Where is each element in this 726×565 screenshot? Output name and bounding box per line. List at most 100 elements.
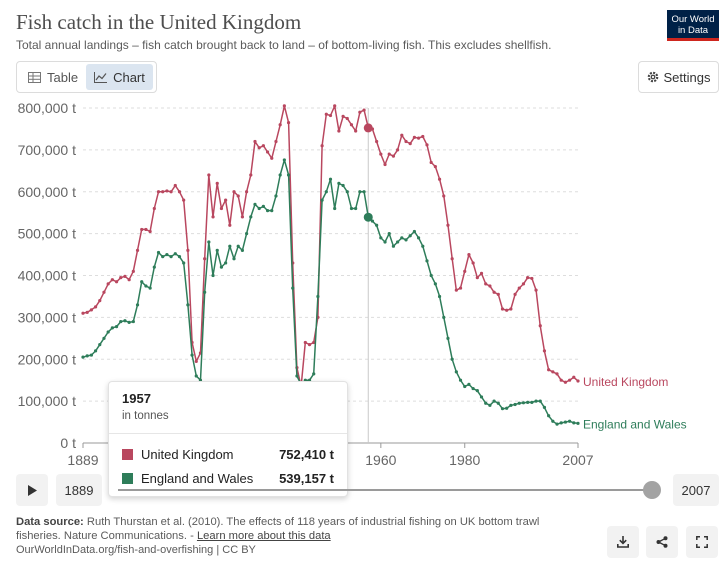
data-point [375, 223, 379, 227]
end-label-england-and-wales: England and Wales [583, 417, 687, 431]
data-point [358, 190, 362, 194]
data-point [521, 282, 526, 286]
data-point [333, 206, 337, 211]
line-chart-icon [94, 71, 108, 83]
data-point [81, 355, 85, 359]
data-point [165, 252, 169, 257]
data-point [375, 139, 379, 144]
data-point [219, 265, 224, 269]
y-tick-label: 0 t [60, 435, 76, 451]
data-point [387, 152, 391, 156]
play-button[interactable] [16, 474, 48, 506]
data-point [467, 382, 471, 386]
data-point [211, 215, 215, 219]
data-point [354, 129, 358, 133]
data-point [416, 236, 421, 240]
data-point [324, 190, 328, 194]
table-icon [28, 71, 41, 83]
data-point [240, 248, 245, 252]
data-point [140, 280, 144, 284]
data-point [123, 274, 127, 278]
data-point [433, 165, 437, 169]
data-point [106, 282, 110, 286]
series-lines [81, 104, 580, 426]
owid-logo[interactable]: Our World in Data [667, 10, 719, 41]
data-point [576, 379, 580, 383]
data-point [144, 284, 148, 288]
source-text: Ruth Thurstan et al. (2010). The effects… [16, 516, 540, 542]
data-point [370, 219, 375, 223]
data-point [291, 286, 295, 290]
chart-url[interactable]: OurWorldInData.org/fish-and-overfishing … [16, 544, 256, 556]
data-point [127, 278, 131, 282]
tooltip-row-uk: United Kingdom 752,410 t [122, 445, 334, 463]
settings-button[interactable]: Settings [638, 61, 719, 93]
chart-subtitle: Total annual landings – fish catch broug… [16, 38, 552, 52]
data-point [186, 303, 190, 307]
data-point [454, 288, 458, 292]
tab-table[interactable]: Table [20, 64, 86, 90]
share-button[interactable] [646, 526, 678, 558]
data-point [161, 255, 165, 259]
data-point [224, 261, 228, 265]
data-point [245, 232, 249, 236]
data-point [404, 238, 408, 242]
timeline-handle[interactable] [643, 481, 661, 499]
data-point [207, 173, 211, 177]
data-point [119, 275, 123, 280]
fullscreen-button[interactable] [686, 526, 718, 558]
end-label-united-kingdom: United Kingdom [583, 375, 668, 389]
data-point [131, 319, 135, 324]
tooltip: 1957 in tonnes United Kingdom 752,410 t … [108, 381, 348, 497]
data-point [396, 148, 400, 152]
data-point [215, 248, 219, 252]
data-point [538, 324, 542, 328]
data-point [148, 229, 152, 234]
data-point [408, 141, 412, 146]
end-labels: United Kingdom England and Wales [583, 375, 687, 431]
data-point [383, 240, 387, 244]
data-point [245, 190, 249, 194]
data-point [165, 189, 169, 193]
data-point [114, 280, 119, 284]
data-point [551, 370, 555, 374]
tab-chart[interactable]: Chart [86, 64, 153, 90]
learn-more-link[interactable]: Learn more about this data [196, 530, 331, 542]
timeline-track[interactable] [118, 489, 652, 491]
data-point [257, 206, 261, 211]
data-point [400, 236, 404, 240]
data-point [458, 378, 463, 382]
data-point [265, 208, 270, 213]
data-point [274, 139, 278, 144]
data-point [316, 294, 320, 299]
tooltip-value-uk: 752,410 t [279, 446, 334, 462]
data-point [563, 380, 568, 384]
data-point [458, 286, 463, 290]
data-point [530, 276, 534, 281]
data-point [572, 421, 576, 425]
timeline-start-year[interactable]: 1889 [56, 474, 102, 506]
data-point [442, 315, 446, 319]
timeline-end-year[interactable]: 2007 [673, 474, 719, 506]
data-point [123, 319, 127, 323]
data-point [98, 299, 102, 303]
data-point [500, 407, 505, 411]
data-point [177, 255, 182, 259]
data-point [425, 259, 429, 263]
data-point [152, 265, 156, 269]
data-point [492, 399, 496, 403]
data-point [131, 269, 135, 273]
data-point [119, 319, 123, 324]
data-point [270, 208, 274, 213]
data-point [496, 401, 500, 405]
data-point [416, 136, 421, 140]
data-point [253, 202, 257, 206]
data-point [555, 372, 559, 376]
data-point [186, 248, 190, 252]
data-point [568, 419, 572, 423]
download-button[interactable] [607, 526, 639, 558]
data-point [93, 305, 98, 309]
data-point [85, 354, 89, 358]
data-point [547, 414, 551, 418]
data-point [517, 286, 521, 290]
